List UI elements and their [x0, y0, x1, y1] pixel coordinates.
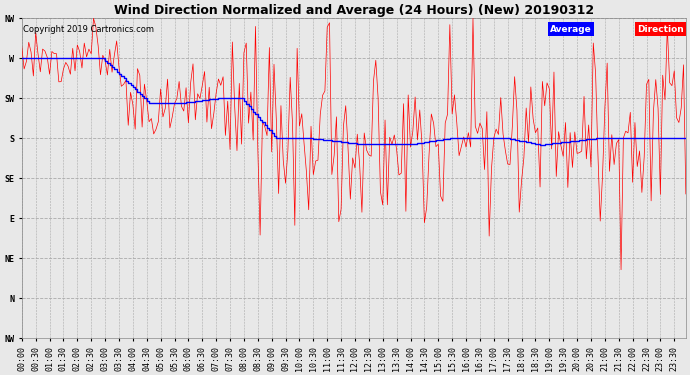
Text: Copyright 2019 Cartronics.com: Copyright 2019 Cartronics.com: [23, 25, 154, 34]
Text: Average: Average: [550, 25, 591, 34]
Text: Direction: Direction: [637, 25, 684, 34]
Title: Wind Direction Normalized and Average (24 Hours) (New) 20190312: Wind Direction Normalized and Average (2…: [114, 4, 594, 17]
